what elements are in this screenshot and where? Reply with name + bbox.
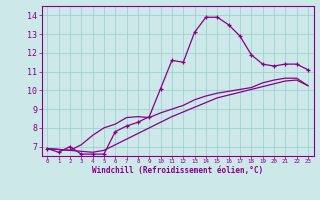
X-axis label: Windchill (Refroidissement éolien,°C): Windchill (Refroidissement éolien,°C) xyxy=(92,166,263,175)
